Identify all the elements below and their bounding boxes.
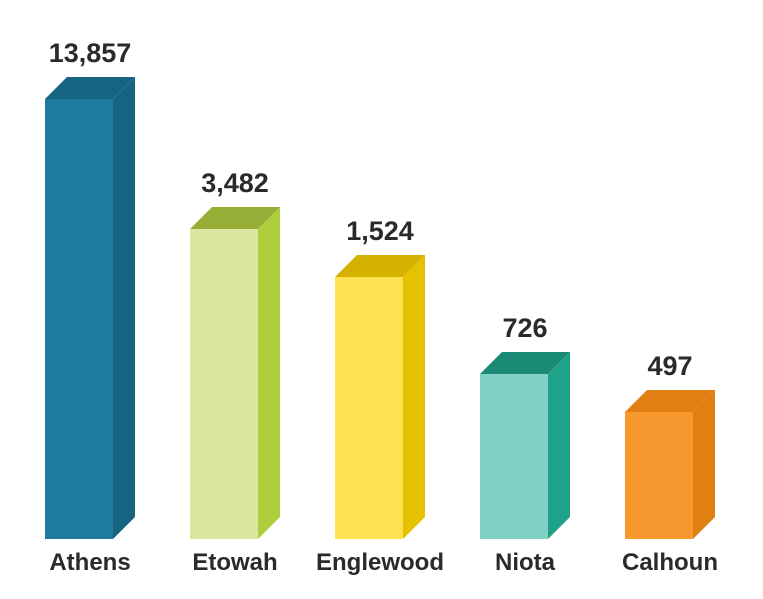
value-label: 726	[455, 313, 595, 344]
bar-englewood	[335, 255, 425, 539]
category-label: Athens	[20, 549, 160, 577]
category-label: Etowah	[165, 549, 305, 577]
bar-chart: 13,857 Athens 3,482 Etowah 1,524 Englewood 726…	[0, 0, 763, 599]
category-label: Niota	[455, 549, 595, 577]
bar-athens	[45, 77, 135, 539]
bar-niota	[480, 352, 570, 539]
value-label: 13,857	[20, 38, 160, 69]
bar-calhoun	[625, 390, 715, 539]
category-label: Calhoun	[600, 549, 740, 577]
bar-etowah	[190, 207, 280, 539]
value-label: 3,482	[165, 168, 305, 199]
category-label: Englewood	[310, 549, 450, 577]
value-label: 1,524	[310, 216, 450, 247]
value-label: 497	[600, 351, 740, 382]
